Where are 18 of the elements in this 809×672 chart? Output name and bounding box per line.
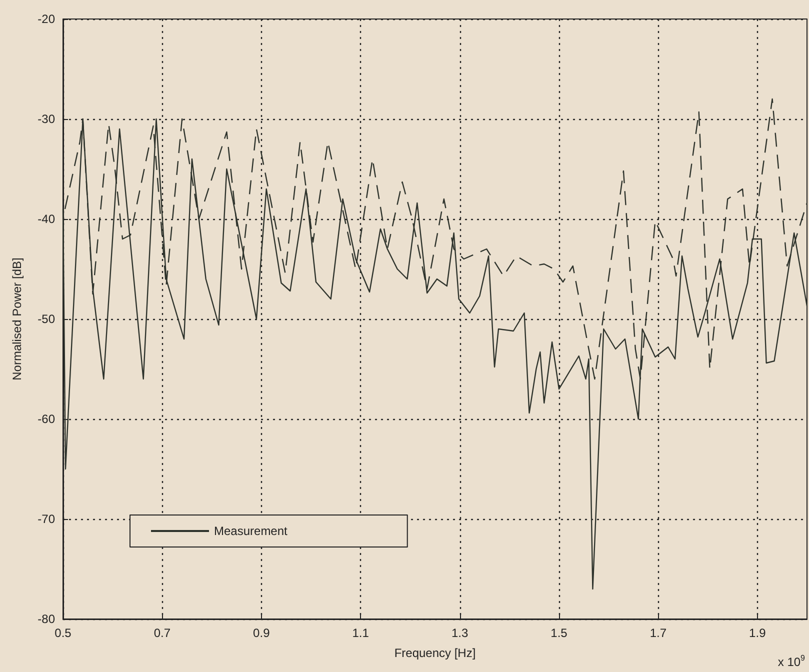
x-axis-title: Frequency [Hz] [394,646,476,660]
y-tick-label: -30 [38,112,56,126]
legend-label: Measurement [214,524,288,538]
x-tick-label: 1.9 [749,626,766,640]
y-tick-label: -80 [38,612,56,626]
y-axis-title: Normalised Power [dB] [10,258,24,380]
x-tick-label: 1.3 [451,626,468,640]
y-tick-label: -70 [38,512,56,526]
y-tick-label: -20 [38,12,56,26]
y-tick-label: -50 [38,312,56,326]
x-tick-label: 1.5 [550,626,568,640]
y-tick-label: -40 [38,212,56,226]
x-tick-label: 1.1 [352,626,370,640]
x-tick-label: 0.7 [154,626,171,640]
x-tick-label: 1.7 [650,626,667,640]
y-tick-label: -60 [38,412,56,426]
x-tick-label: 0.9 [253,626,270,640]
x-tick-label: 0.5 [54,626,72,640]
